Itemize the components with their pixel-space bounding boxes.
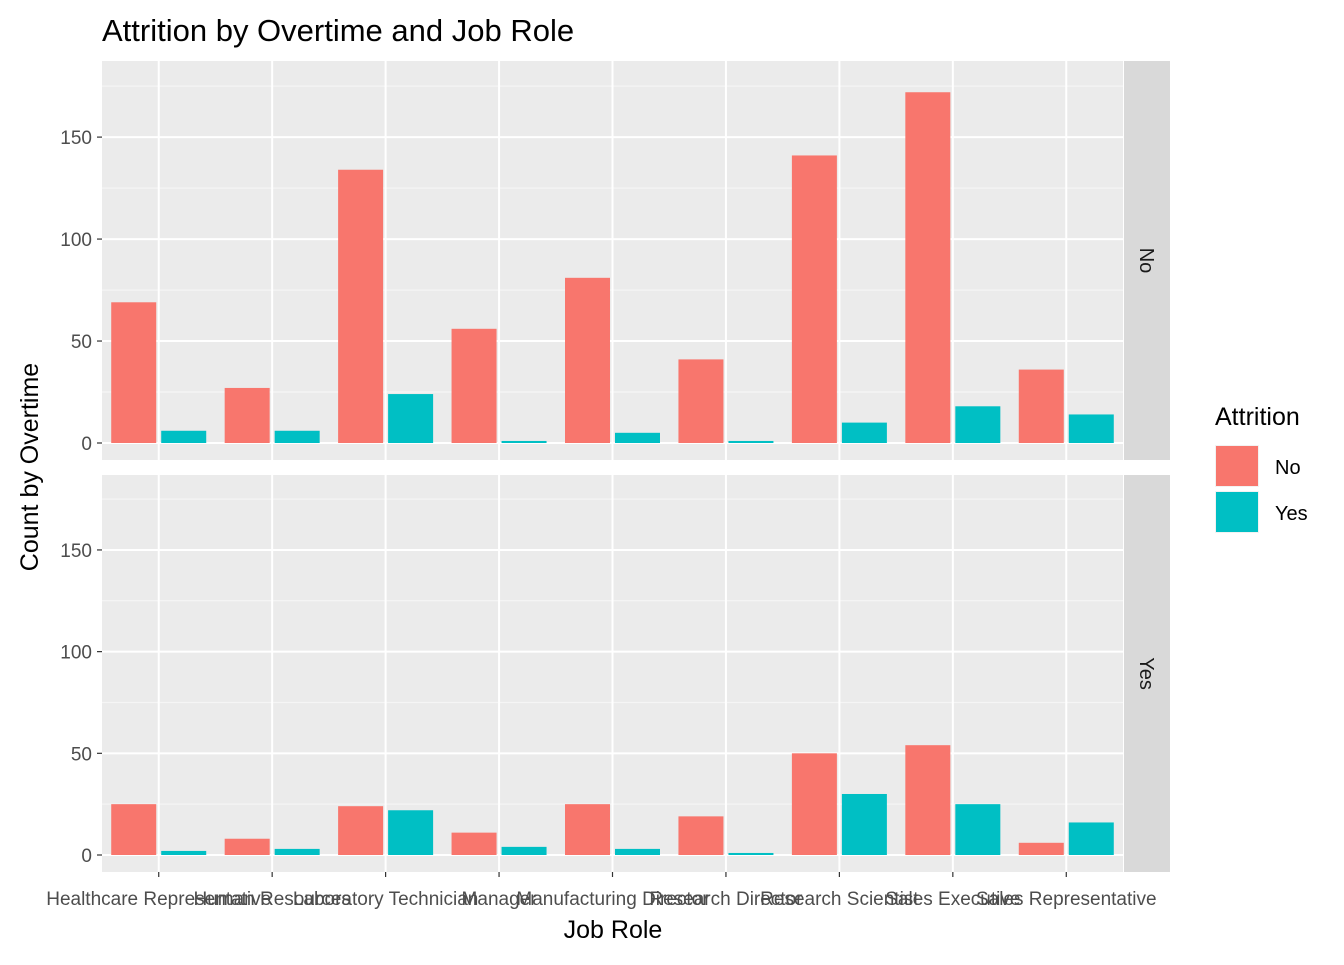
bar-no-yes xyxy=(274,430,320,443)
bar-no-yes xyxy=(161,430,207,443)
bar-no-yes xyxy=(615,432,660,443)
bar-yes-no xyxy=(791,753,837,855)
facet-panel-no: 0 50 100 150 No xyxy=(60,61,1170,460)
x-tick-label: Research Director xyxy=(649,889,803,910)
y-tick-label: 0 xyxy=(81,434,92,455)
facet-strip-label: No xyxy=(1135,248,1157,274)
bar-no-no xyxy=(451,328,497,443)
bar-no-no xyxy=(111,302,157,443)
x-tick-label: Manager xyxy=(462,889,538,910)
y-tick-label: 150 xyxy=(60,128,92,149)
bar-no-no xyxy=(224,387,270,443)
bar-no-yes xyxy=(841,422,887,443)
bar-yes-yes xyxy=(274,848,320,855)
bar-no-yes xyxy=(388,394,434,443)
bar-yes-yes xyxy=(501,846,547,855)
legend-title: Attrition xyxy=(1215,403,1300,431)
legend: Attrition No Yes xyxy=(1215,403,1308,533)
facet-strip xyxy=(1124,475,1170,872)
bar-no-no xyxy=(1018,369,1064,443)
bar-yes-yes xyxy=(955,804,1001,855)
x-tick-label: Laboratory Technician xyxy=(293,889,479,910)
x-tick-label: Research Scientist xyxy=(760,889,919,910)
legend-label-yes: Yes xyxy=(1275,503,1308,525)
facet-panels: 0 50 100 150 No 0 50 100 150 Yes xyxy=(60,61,1170,872)
y-tick-label: 100 xyxy=(60,230,92,251)
x-tick-label: Sales Representative xyxy=(976,889,1157,910)
bar-no-no xyxy=(678,359,724,443)
legend-swatch-no xyxy=(1216,446,1258,486)
bar-yes-no xyxy=(905,745,951,855)
bar-yes-yes xyxy=(841,793,887,855)
legend-label-no: No xyxy=(1275,457,1301,479)
y-tick-label: 0 xyxy=(81,846,92,867)
facet-panel-yes: 0 50 100 150 Yes xyxy=(60,475,1170,872)
bar-no-yes xyxy=(728,440,774,443)
bar-yes-yes xyxy=(161,850,207,855)
facet-strip xyxy=(1124,61,1170,460)
bar-no-no xyxy=(905,92,951,443)
bar-yes-yes xyxy=(615,848,660,855)
bar-yes-no xyxy=(451,832,497,855)
bar-yes-no xyxy=(338,806,384,855)
bar-yes-no xyxy=(678,816,724,855)
y-tick-label: 100 xyxy=(60,643,92,664)
bar-yes-no xyxy=(565,804,610,855)
bar-no-no xyxy=(565,277,610,443)
chart-title: Attrition by Overtime and Job Role xyxy=(102,13,574,48)
bar-no-no xyxy=(338,169,384,443)
bar-yes-yes xyxy=(728,852,774,855)
x-tick-label: Healthcare Representative xyxy=(46,889,271,910)
y-tick-label: 150 xyxy=(60,541,92,562)
bar-yes-no xyxy=(111,804,157,855)
bar-yes-no xyxy=(1018,842,1064,855)
facet-strip-label: Yes xyxy=(1135,657,1157,690)
bar-no-yes xyxy=(1068,414,1114,443)
x-tick-label: Manufacturing Director xyxy=(516,889,709,910)
bar-yes-no xyxy=(224,838,270,855)
y-tick-label: 50 xyxy=(71,744,92,765)
bar-no-yes xyxy=(955,406,1001,443)
y-tick-label: 50 xyxy=(71,332,92,353)
x-tick-label: Human Resources xyxy=(193,889,350,910)
bar-no-no xyxy=(791,155,837,443)
legend-swatch-yes xyxy=(1216,492,1258,532)
bar-no-yes xyxy=(501,440,547,443)
y-axis-title: Count by Overtime xyxy=(16,363,44,571)
x-tick-label: Sales Executive xyxy=(885,889,1020,910)
x-axis-title: Job Role xyxy=(564,916,663,944)
bar-yes-yes xyxy=(388,810,434,855)
bar-yes-yes xyxy=(1068,822,1114,855)
